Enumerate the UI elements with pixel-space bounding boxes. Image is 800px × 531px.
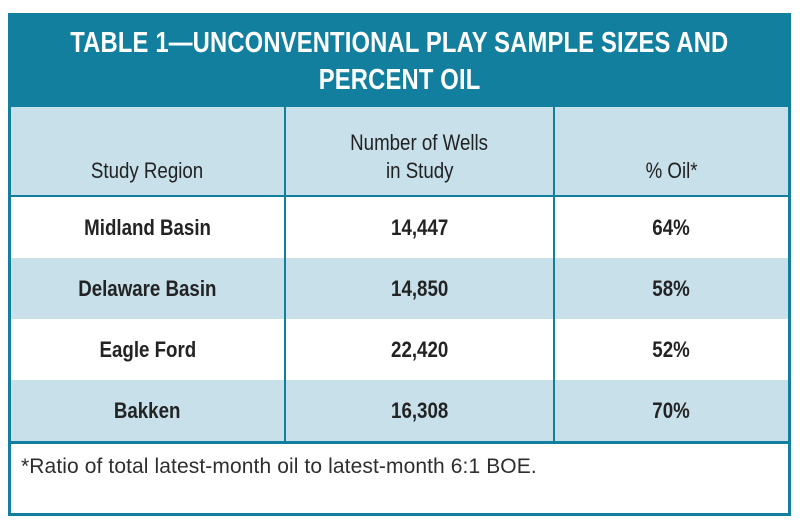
cell-region: Bakken — [11, 380, 284, 441]
cell-region: Midland Basin — [11, 197, 284, 258]
table-title: TABLE 1—UNCONVENTIONAL PLAY SAMPLE SIZES… — [11, 16, 788, 107]
table-grid: Study Region Number of Wells in Study % … — [11, 107, 788, 441]
cell-oil: 52% — [553, 319, 788, 380]
cell-wells: 14,850 — [284, 258, 553, 319]
table-title-line2: PERCENT OIL — [318, 63, 481, 96]
cell-oil: 70% — [553, 380, 788, 441]
cell-wells-value: 14,850 — [390, 275, 449, 301]
column-header-oil-label: % Oil* — [645, 158, 698, 183]
column-header-wells-line2: in Study — [385, 158, 454, 183]
column-header-wells-line1: Number of Wells — [350, 130, 489, 155]
cell-oil-value: 58% — [652, 275, 691, 301]
cell-wells: 16,308 — [284, 380, 553, 441]
column-header-region: Study Region — [11, 107, 284, 197]
cell-oil-value: 70% — [652, 397, 691, 423]
table-title-line1: TABLE 1—UNCONVENTIONAL PLAY SAMPLE SIZES… — [70, 26, 729, 59]
cell-oil-value: 52% — [652, 336, 691, 362]
cell-wells-value: 16,308 — [390, 397, 449, 423]
cell-wells: 22,420 — [284, 319, 553, 380]
table-footnote: *Ratio of total latest-month oil to late… — [11, 441, 788, 513]
table-footnote-text: *Ratio of total latest-month oil to late… — [21, 455, 537, 478]
cell-wells-value: 14,447 — [390, 214, 449, 240]
table-figure: TABLE 1—UNCONVENTIONAL PLAY SAMPLE SIZES… — [8, 13, 791, 516]
cell-wells-value: 22,420 — [390, 336, 449, 362]
cell-region-value: Delaware Basin — [78, 275, 217, 301]
cell-region-value: Midland Basin — [84, 214, 211, 240]
cell-region-value: Eagle Ford — [99, 336, 196, 362]
column-header-region-label: Study Region — [91, 158, 204, 183]
cell-oil: 64% — [553, 197, 788, 258]
column-header-wells: Number of Wells in Study — [284, 107, 553, 197]
cell-wells: 14,447 — [284, 197, 553, 258]
cell-oil-value: 64% — [652, 214, 691, 240]
column-header-oil: % Oil* — [553, 107, 788, 197]
cell-oil: 58% — [553, 258, 788, 319]
cell-region-value: Bakken — [114, 397, 181, 423]
cell-region: Delaware Basin — [11, 258, 284, 319]
cell-region: Eagle Ford — [11, 319, 284, 380]
